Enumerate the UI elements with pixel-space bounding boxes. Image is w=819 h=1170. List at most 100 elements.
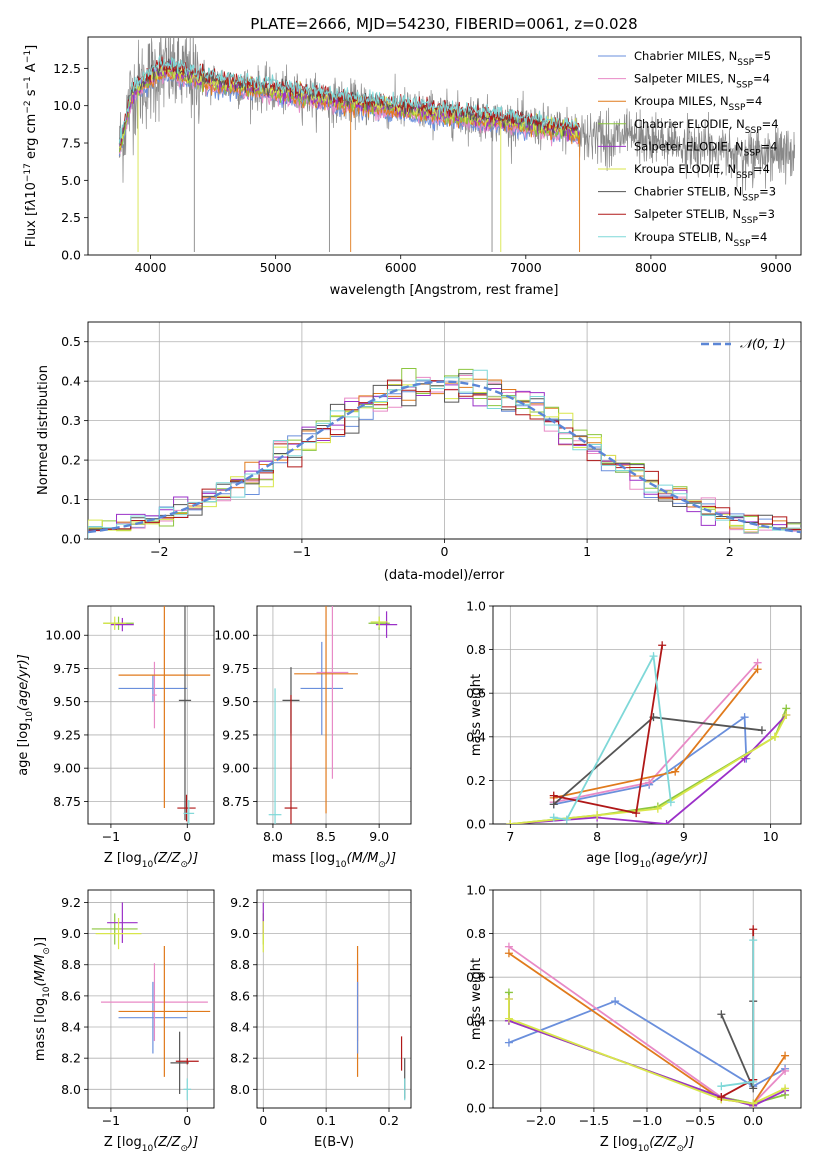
x-tick-label: 9.0 [369, 829, 389, 844]
label-part: 10 [24, 182, 39, 199]
label-part: 10 [142, 1144, 154, 1154]
label-part: SSP [744, 148, 761, 158]
y-tick-label: 1.0 [466, 599, 486, 614]
weight-vs-Z-panel: −2.0 −1.5 −1.0 −0.5 0.0 0.0 0.2 0.4 0.6 0.8 1.0 Z [… [466, 883, 802, 1154]
plot-frame [87, 36, 802, 256]
weight-marker [782, 711, 791, 719]
label-part: =4 [750, 230, 767, 244]
label-part: −17 [23, 163, 33, 182]
label-part: λ [24, 199, 39, 208]
label-part: ⊙ [378, 860, 386, 870]
label-part: −1 [23, 50, 33, 63]
label-part: Chabrier STELIB, N [634, 185, 742, 199]
x-tick-label: 2 [726, 544, 734, 559]
label-part: ] [24, 45, 39, 50]
weight-marker [549, 800, 558, 809]
label-part: mass [log [272, 851, 335, 866]
weight-marker [717, 1010, 726, 1019]
x-axis-label: Z [log10(Z/Z⊙)] [104, 851, 198, 870]
label-part: =3 [758, 207, 775, 221]
y-tick-label: 0.1 [61, 492, 81, 507]
label-part: ⊙ [676, 1144, 684, 1154]
weight-marker [666, 798, 675, 807]
mass-vs-EBV-panel: 0 0.1 0.2 8.0 8.2 8.4 8.6 8.8 9.0 9.2 E(B-V) [230, 889, 412, 1150]
legend-label: 𝒩(0, 1) [740, 336, 786, 351]
weight-line [720, 1001, 755, 1089]
label-part: SSP [734, 239, 751, 249]
label-part: ⊙ [180, 860, 188, 870]
label-part: −1 [23, 76, 33, 89]
y-tick-label: 9.2 [230, 895, 250, 910]
label-part: )] [187, 1135, 198, 1150]
y-tick-label: 8.8 [61, 957, 81, 972]
x-tick-label: 10 [763, 829, 779, 844]
x-tick-label: −2.0 [526, 1113, 556, 1128]
weight-marker [632, 809, 641, 818]
x-tick-label: 5000 [260, 260, 292, 275]
label-part: 10 [638, 1144, 650, 1154]
y-tick-label: 10.00 [45, 628, 81, 643]
label-part: 10 [42, 986, 52, 998]
y-axis-label: mass weight [469, 958, 484, 1040]
label-part: 10 [639, 860, 651, 870]
y-tick-label: 0.0 [466, 1101, 486, 1116]
x-tick-label: 0 [183, 1113, 191, 1128]
weight-marker [649, 652, 658, 661]
y-tick-label: 0.4 [466, 729, 486, 744]
label-part: Salpeter MILES, N [634, 72, 736, 86]
x-tick-label: 0.2 [379, 1113, 399, 1128]
weight-marker [717, 1082, 726, 1091]
weight-marker [770, 732, 779, 741]
label-part: (M/M [347, 851, 379, 866]
y-tick-label: 9.75 [222, 661, 250, 676]
legend-label: Kroupa ELODIE, NSSP=4 [634, 162, 770, 181]
weight-marker [549, 791, 558, 800]
y-tick-label: 8.2 [61, 1051, 81, 1066]
plot-frame [87, 889, 215, 1109]
x-tick-label: 0.1 [316, 1113, 336, 1128]
weight-marker [504, 995, 513, 1003]
y-tick-label: 0.2 [61, 453, 81, 468]
y-tick-label: 8.8 [230, 957, 250, 972]
weight-marker [662, 820, 671, 824]
x-tick-label: 1 [583, 544, 591, 559]
x-tick-label: −1 [293, 544, 311, 559]
y-tick-label: 8.75 [222, 794, 250, 809]
x-tick-label: 8 [593, 829, 601, 844]
x-tick-label: 6000 [385, 260, 417, 275]
y-tick-label: 5.0 [61, 173, 81, 188]
plot-frame [256, 889, 412, 1109]
label-part: =4 [745, 94, 762, 108]
legend-label: Chabrier ELODIE, NSSP=4 [634, 117, 779, 136]
y-tick-label: 0.6 [466, 970, 486, 985]
y-axis-label: mass weight [469, 674, 484, 756]
legend-label: Salpeter MILES, NSSP=4 [634, 72, 770, 91]
x-tick-label: −1 [102, 1113, 120, 1128]
weight-line [508, 1000, 786, 1088]
weight-marker [645, 778, 654, 787]
legend-label: Chabrier MILES, NSSP=5 [634, 49, 771, 68]
x-tick-label: 9 [680, 829, 688, 844]
label-part: age [log [586, 851, 639, 866]
y-tick-label: 9.25 [53, 727, 81, 742]
label-part: ⊙ [180, 1144, 188, 1154]
label-part: Z [log [104, 1135, 142, 1150]
label-part: =4 [762, 117, 779, 131]
label-part: (Z/Z [649, 1135, 677, 1150]
y-tick-label: 8.4 [230, 1020, 250, 1035]
y-tick-label: 9.00 [222, 761, 250, 776]
label-part: −2 [23, 100, 33, 113]
y-tick-label: 9.50 [53, 694, 81, 709]
label-part: Chabrier MILES, N [634, 49, 737, 63]
x-axis-label: E(B-V) [314, 1135, 354, 1150]
y-tick-label: 8.0 [61, 1082, 81, 1097]
weight-marker [781, 1066, 790, 1075]
weight-marker [740, 713, 749, 722]
weight-marker [781, 1084, 790, 1093]
x-axis-label: Z [log10(Z/Z⊙)] [104, 1135, 198, 1154]
y-axis-label: Flux [fλ10−17 erg cm−2 s−1 A−1] [23, 45, 39, 247]
weight-marker [506, 820, 515, 824]
label-part: =3 [759, 185, 776, 199]
weight-marker [611, 997, 620, 1006]
